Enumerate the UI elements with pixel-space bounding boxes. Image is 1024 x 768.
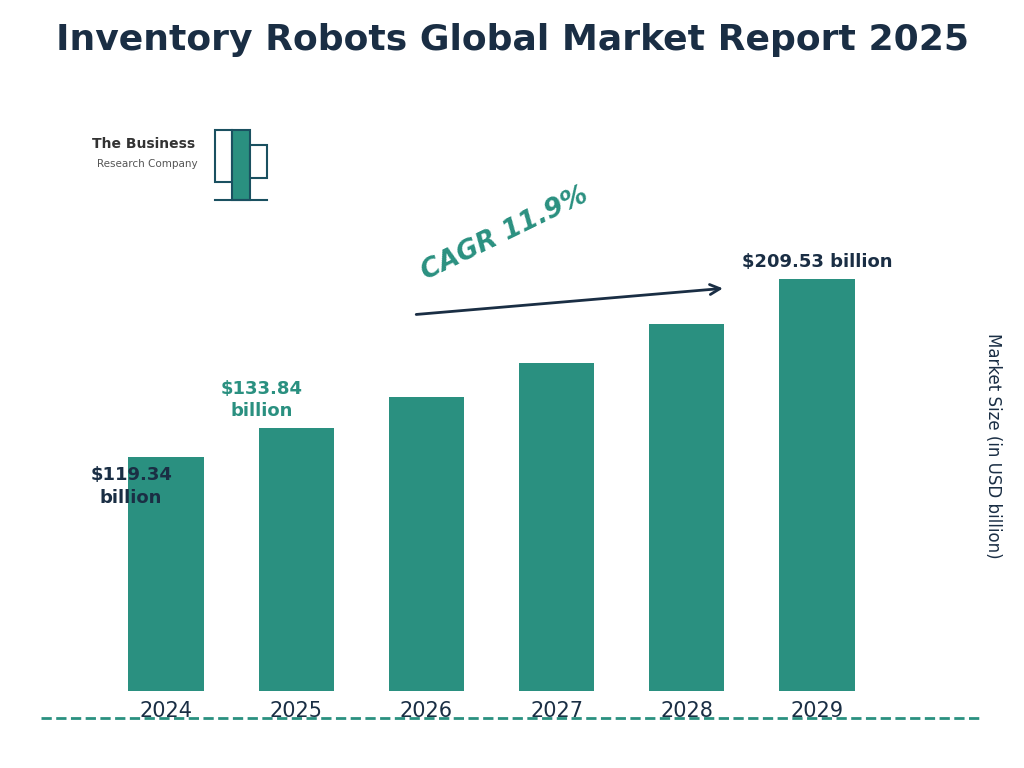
Text: Research Company: Research Company xyxy=(97,159,198,169)
Bar xyxy=(389,397,464,691)
Bar xyxy=(232,131,250,200)
Bar xyxy=(259,428,334,691)
Text: CAGR 11.9%: CAGR 11.9% xyxy=(417,183,592,286)
Text: Inventory Robots Global Market Report 2025: Inventory Robots Global Market Report 20… xyxy=(55,23,969,57)
Bar xyxy=(779,280,855,691)
Text: $133.84
billion: $133.84 billion xyxy=(220,380,302,420)
Bar xyxy=(649,323,724,691)
Bar xyxy=(128,456,204,691)
Text: $209.53 billion: $209.53 billion xyxy=(741,253,892,271)
Text: The Business: The Business xyxy=(92,137,196,151)
Bar xyxy=(250,145,267,178)
Text: $119.34
billion: $119.34 billion xyxy=(90,466,172,507)
Bar xyxy=(232,131,250,200)
Bar xyxy=(215,131,232,182)
Bar xyxy=(519,362,594,691)
Text: Market Size (in USD billion): Market Size (in USD billion) xyxy=(984,333,1002,558)
